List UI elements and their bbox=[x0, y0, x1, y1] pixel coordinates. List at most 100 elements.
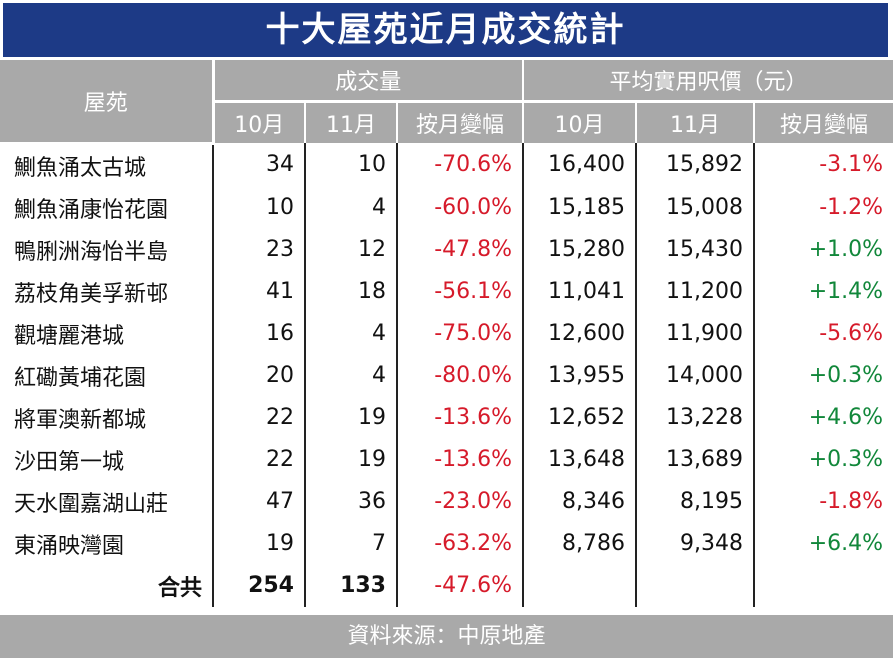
price-oct-cell: 13,648 bbox=[523, 438, 638, 481]
table-row: 鰂魚涌太古城 34 10 -70.6% 16,400 15,892 -3.1% bbox=[0, 143, 893, 187]
price-change-cell: +0.3% bbox=[808, 447, 884, 472]
volume-nov-cell: 7 bbox=[305, 522, 398, 565]
volume-nov-cell: 19 bbox=[305, 438, 398, 481]
volume-nov-cell: 4 bbox=[305, 312, 398, 355]
price-oct-cell: 8,786 bbox=[523, 522, 638, 565]
price-nov-cell: 8,195 bbox=[636, 480, 756, 523]
table-row: 觀塘麗港城 16 4 -75.0% 12,600 11,900 -5.6% bbox=[0, 312, 893, 355]
volume-nov-header: 11月 bbox=[305, 101, 398, 143]
price-change-cell: -5.6% bbox=[819, 321, 884, 346]
volume-nov-cell: 4 bbox=[305, 186, 398, 229]
total-empty-cell bbox=[636, 564, 756, 607]
volume-nov-cell: 36 bbox=[305, 480, 398, 523]
table-row: 荔枝角美孚新邨 41 18 -56.1% 11,041 11,200 +1.4% bbox=[0, 270, 893, 313]
total-volume-oct: 254 bbox=[213, 564, 306, 607]
price-change-cell: +1.0% bbox=[808, 237, 884, 262]
volume-change-cell: -75.0% bbox=[397, 312, 525, 355]
volume-oct-cell: 16 bbox=[213, 312, 306, 355]
estate-name: 天水圍嘉湖山莊 bbox=[0, 480, 214, 523]
total-row: 合共 254 133 -47.6% bbox=[0, 564, 893, 607]
price-oct-cell: 8,346 bbox=[523, 480, 638, 523]
estate-header: 屋苑 bbox=[0, 60, 215, 145]
price-oct-cell: 15,280 bbox=[523, 228, 638, 271]
table-row: 東涌映灣園 19 7 -63.2% 8,786 9,348 +6.4% bbox=[0, 522, 893, 565]
volume-change-cell: -23.0% bbox=[397, 480, 525, 523]
price-nov-cell: 14,000 bbox=[636, 354, 756, 397]
volume-oct-cell: 22 bbox=[213, 396, 306, 439]
volume-oct-cell: 20 bbox=[213, 354, 306, 397]
table-row: 沙田第一城 22 19 -13.6% 13,648 13,689 +0.3% bbox=[0, 438, 893, 481]
volume-nov-cell: 18 bbox=[305, 270, 398, 313]
volume-oct-cell: 23 bbox=[213, 228, 306, 271]
volume-oct-cell: 22 bbox=[213, 438, 306, 481]
volume-nov-cell: 4 bbox=[305, 354, 398, 397]
price-change-cell: -1.8% bbox=[819, 489, 884, 514]
estate-name: 鴨脷洲海怡半島 bbox=[0, 228, 214, 271]
volume-change-cell: -13.6% bbox=[397, 396, 525, 439]
price-oct-header: 10月 bbox=[523, 101, 638, 143]
total-volume-nov: 133 bbox=[305, 564, 398, 607]
volume-change-header: 按月變幅 bbox=[397, 101, 525, 143]
volume-oct-cell: 10 bbox=[213, 186, 306, 229]
transactions-table: 屋苑 成交量 平均實用呎價（元） 10月 11月 按月變幅 10月 11月 按月… bbox=[0, 60, 893, 607]
volume-nov-cell: 12 bbox=[305, 228, 398, 271]
price-oct-cell: 12,652 bbox=[523, 396, 638, 439]
price-oct-cell: 16,400 bbox=[523, 143, 638, 187]
price-oct-cell: 11,041 bbox=[523, 270, 638, 313]
table-row: 鰂魚涌康怡花園 10 4 -60.0% 15,185 15,008 -1.2% bbox=[0, 186, 893, 229]
table-row: 天水圍嘉湖山莊 47 36 -23.0% 8,346 8,195 -1.8% bbox=[0, 480, 893, 523]
volume-oct-cell: 34 bbox=[213, 143, 306, 187]
price-change-cell: +1.4% bbox=[808, 279, 884, 304]
price-nov-cell: 11,900 bbox=[636, 312, 756, 355]
volume-change-cell: -80.0% bbox=[397, 354, 525, 397]
price-oct-cell: 13,955 bbox=[523, 354, 638, 397]
price-nov-cell: 11,200 bbox=[636, 270, 756, 313]
volume-change-cell: -56.1% bbox=[397, 270, 525, 313]
total-volume-change: -47.6% bbox=[397, 564, 525, 607]
volume-change-cell: -63.2% bbox=[397, 522, 525, 565]
price-nov-cell: 15,430 bbox=[636, 228, 756, 271]
estate-name: 鰂魚涌康怡花園 bbox=[0, 186, 214, 229]
estate-name: 觀塘麗港城 bbox=[0, 312, 214, 355]
price-group-header: 平均實用呎價（元） bbox=[523, 60, 893, 103]
price-oct-cell: 12,600 bbox=[523, 312, 638, 355]
volume-change-cell: -13.6% bbox=[397, 438, 525, 481]
volume-oct-cell: 19 bbox=[213, 522, 306, 565]
price-nov-cell: 13,689 bbox=[636, 438, 756, 481]
volume-change-cell: -47.8% bbox=[397, 228, 525, 271]
price-change-cell: +0.3% bbox=[808, 363, 884, 388]
table-row: 紅磡黃埔花園 20 4 -80.0% 13,955 14,000 +0.3% bbox=[0, 354, 893, 397]
price-oct-cell: 15,185 bbox=[523, 186, 638, 229]
price-nov-header: 11月 bbox=[636, 101, 756, 143]
volume-oct-header: 10月 bbox=[213, 101, 306, 143]
price-nov-cell: 13,228 bbox=[636, 396, 756, 439]
estate-name: 東涌映灣園 bbox=[0, 522, 214, 565]
price-change-cell: -1.2% bbox=[819, 195, 884, 220]
volume-oct-cell: 47 bbox=[213, 480, 306, 523]
volume-nov-cell: 19 bbox=[305, 396, 398, 439]
volume-change-cell: -60.0% bbox=[397, 186, 525, 229]
estate-name: 鰂魚涌太古城 bbox=[0, 143, 214, 187]
volume-nov-cell: 10 bbox=[305, 143, 398, 187]
table-row: 將軍澳新都城 22 19 -13.6% 12,652 13,228 +4.6% bbox=[0, 396, 893, 439]
estate-name: 紅磡黃埔花園 bbox=[0, 354, 214, 397]
price-change-header: 按月變幅 bbox=[754, 101, 893, 143]
volume-oct-cell: 41 bbox=[213, 270, 306, 313]
estate-name: 將軍澳新都城 bbox=[0, 396, 214, 439]
volume-change-cell: -70.6% bbox=[397, 143, 525, 187]
table-title: 十大屋苑近月成交統計 bbox=[3, 3, 888, 57]
price-nov-cell: 15,008 bbox=[636, 186, 756, 229]
total-empty-cell bbox=[523, 564, 638, 607]
total-empty-cell bbox=[754, 565, 893, 607]
price-change-cell: -3.1% bbox=[819, 152, 884, 178]
estate-name: 沙田第一城 bbox=[0, 438, 214, 481]
price-nov-cell: 9,348 bbox=[636, 522, 756, 565]
total-label: 合共 bbox=[0, 564, 214, 607]
volume-group-header: 成交量 bbox=[213, 60, 525, 103]
source-footer: 資料來源：中原地產 bbox=[0, 615, 893, 658]
table-row: 鴨脷洲海怡半島 23 12 -47.8% 15,280 15,430 +1.0% bbox=[0, 228, 893, 271]
price-nov-cell: 15,892 bbox=[636, 143, 756, 187]
price-change-cell: +4.6% bbox=[808, 405, 884, 430]
estate-name: 荔枝角美孚新邨 bbox=[0, 270, 214, 313]
price-change-cell: +6.4% bbox=[808, 531, 884, 556]
